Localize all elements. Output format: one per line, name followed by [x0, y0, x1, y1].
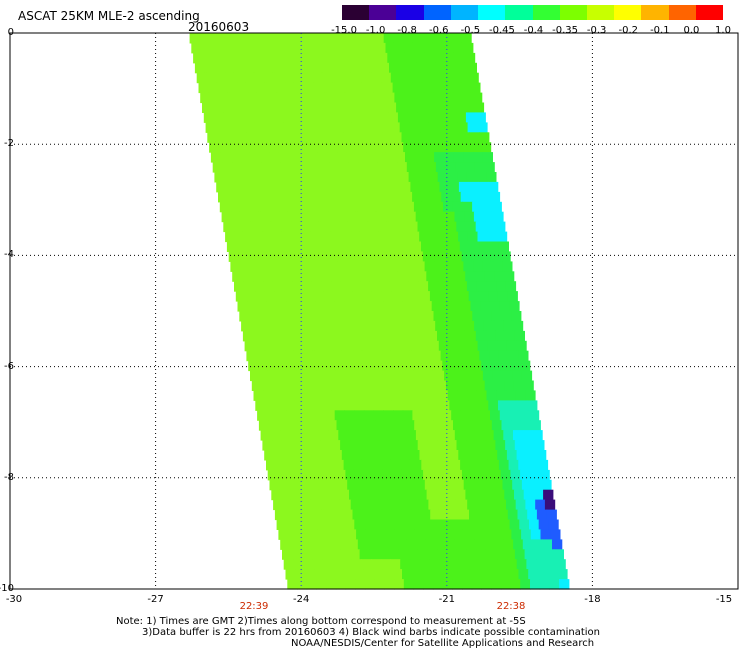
colorbar-label: -0.45	[488, 25, 515, 36]
y-tick-label: -10	[0, 583, 14, 594]
colorbar-label: 0.0	[683, 25, 700, 36]
y-tick-label: -4	[4, 249, 14, 261]
y-tick-label: -8	[4, 471, 14, 483]
x-tick-label: -30	[5, 594, 23, 605]
y-tick-label: -2	[4, 138, 14, 150]
colorbar-label: 1.0	[715, 25, 731, 36]
plot-frame	[9, 32, 739, 590]
colorbar-segment	[532, 5, 560, 20]
colorbar-label: -0.4	[523, 25, 544, 36]
x-tick-label: -27	[147, 594, 164, 605]
colorbar	[342, 5, 724, 20]
colorbar-label: -0.5	[460, 25, 481, 36]
x-tick-label: -15	[715, 594, 733, 605]
x-tick-label: -21	[438, 594, 455, 605]
colorbar-segment	[641, 5, 669, 20]
colorbar-label: -0.2	[618, 25, 639, 36]
y-tick-label: 0	[7, 27, 14, 38]
colorbar-segment	[695, 5, 724, 20]
y-tick-label: -6	[4, 360, 14, 372]
chart-title: ASCAT 25KM MLE-2 ascending	[18, 9, 200, 23]
colorbar-label: -0.35	[552, 25, 579, 36]
swath-data	[189, 33, 570, 590]
x-tick-label: -18	[584, 594, 601, 605]
note-line-2: 3)Data buffer is 22 hrs from 20160603 4)…	[142, 627, 600, 638]
colorbar-segment	[586, 5, 615, 20]
time-label-left: 22:39	[239, 601, 269, 612]
colorbar-segment	[614, 5, 642, 20]
colorbar-segment	[342, 5, 370, 20]
colorbar-segment	[423, 5, 451, 20]
colorbar-segment	[369, 5, 397, 20]
colorbar-segment	[450, 5, 479, 20]
colorbar-label: -15.0	[331, 25, 357, 36]
colorbar-segment	[396, 5, 424, 20]
colorbar-label: -0.8	[397, 25, 417, 36]
colorbar-label: -0.1	[650, 25, 670, 36]
colorbar-label: -0.3	[586, 25, 607, 36]
colorbar-segment	[668, 5, 696, 20]
colorbar-segment	[478, 5, 506, 20]
note-line-1: Note: 1) Times are GMT 2)Times along bot…	[116, 616, 526, 627]
note-line-3: NOAA/NESDIS/Center for Satellite Applica…	[291, 638, 595, 649]
x-tick-label: -24	[293, 594, 310, 605]
colorbar-label: -0.6	[428, 25, 449, 36]
time-label-right: 22:38	[496, 601, 526, 612]
colorbar-segment	[559, 5, 587, 20]
chart-date: 20160603	[188, 20, 250, 34]
colorbar-segment	[505, 5, 533, 20]
colorbar-label: -1.0	[365, 25, 386, 36]
